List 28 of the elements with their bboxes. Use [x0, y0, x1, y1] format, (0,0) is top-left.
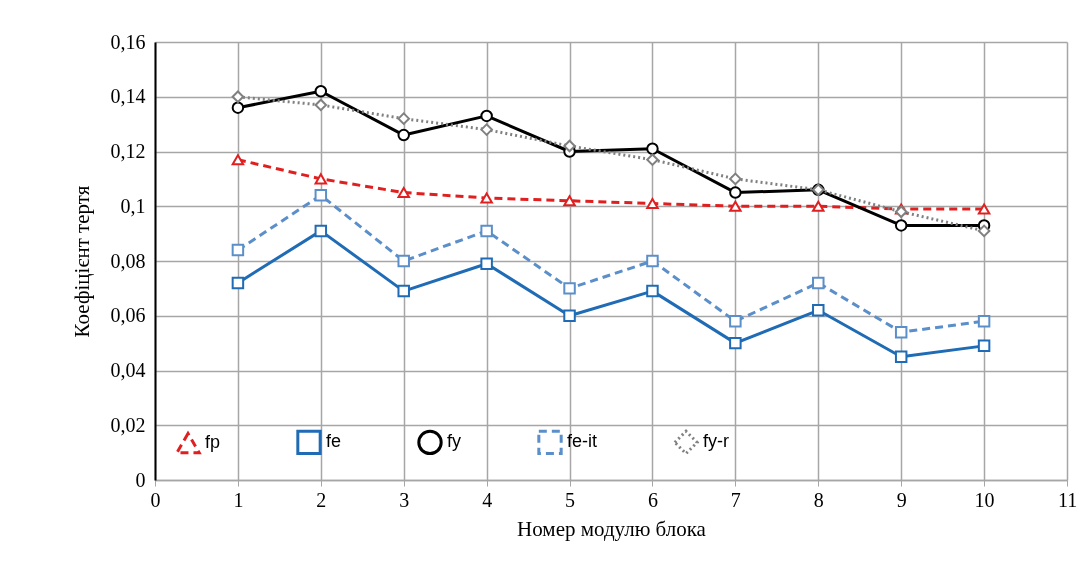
legend-label: fy	[447, 431, 462, 452]
x-tick-label: 9	[896, 488, 907, 511]
x-tick-label: 7	[730, 488, 741, 511]
y-tick-label: 0,08	[110, 249, 146, 272]
x-tick-label: 1	[233, 488, 244, 511]
y-axis-title: Коефіцієнт тертя	[69, 185, 94, 338]
legend-label: fe	[326, 431, 342, 452]
x-tick-label: 8	[813, 488, 824, 511]
x-tick-label: 0	[150, 488, 161, 511]
y-tick-label: 0,06	[110, 304, 146, 327]
x-tick-label: 2	[316, 488, 327, 511]
x-axis-title: Номер модулю блока	[517, 516, 707, 541]
x-tick-label: 5	[565, 488, 576, 511]
x-tick-label: 3	[399, 488, 410, 511]
x-tick-label: 6	[647, 488, 658, 511]
legend-label: fy-r	[703, 431, 729, 452]
y-tick-label: 0,12	[110, 140, 146, 162]
y-tick-label: 0,02	[110, 413, 146, 436]
x-tick-label: 4	[482, 488, 493, 511]
y-tick-label: 0,1	[120, 194, 146, 217]
x-tick-label: 11	[1057, 488, 1078, 511]
y-tick-label: 0,16	[110, 30, 146, 53]
y-tick-label: 0,14	[110, 85, 146, 108]
legend-label: fp	[205, 432, 221, 453]
y-tick-label: 0,04	[110, 359, 146, 381]
x-tick-label: 10	[974, 488, 995, 511]
y-tick-label: 0	[135, 468, 146, 491]
legend-label: fe-it	[567, 431, 598, 452]
